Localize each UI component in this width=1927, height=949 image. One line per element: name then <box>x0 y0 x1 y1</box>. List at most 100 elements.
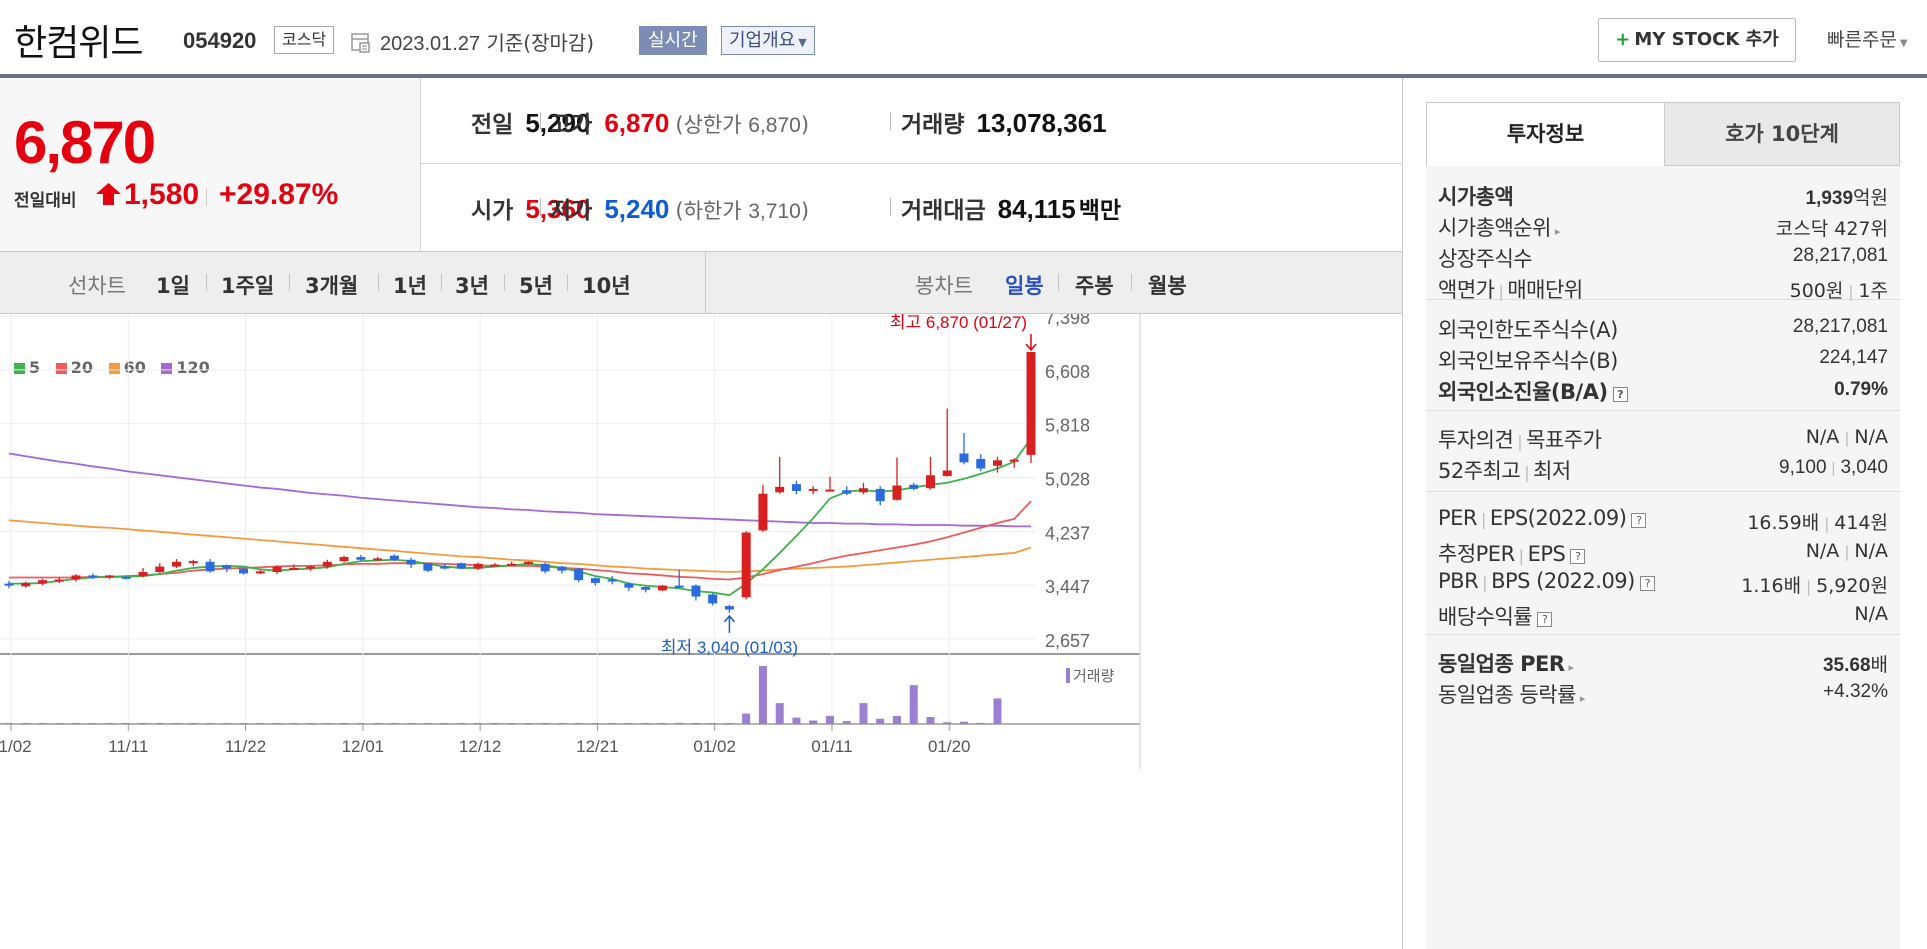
period-10y[interactable]: 10년 <box>582 274 631 298</box>
candle-body <box>138 572 148 577</box>
candle-body <box>440 566 450 569</box>
period-3m[interactable]: 3개월 <box>305 274 359 298</box>
help-icon[interactable]: ? <box>1570 549 1586 564</box>
volume-bar <box>88 723 97 724</box>
volume-bar <box>306 723 315 724</box>
low-price: 저가 5,240 (하한가 3,710) <box>550 194 810 224</box>
volume-bar <box>574 723 583 724</box>
help-icon[interactable]: ? <box>1631 513 1647 528</box>
y-tick-label: 3,447 <box>1045 577 1090 597</box>
period-5y[interactable]: 5년 <box>519 274 553 298</box>
calendar-icon <box>351 33 370 53</box>
candle-body <box>456 563 466 569</box>
high-annotation: 최고 6,870 (01/27) <box>890 314 1027 332</box>
candle-body <box>976 458 986 469</box>
help-icon[interactable]: ? <box>1537 612 1553 627</box>
company-overview-dropdown[interactable]: 기업개요 ▼ <box>721 26 815 55</box>
add-mystock-button[interactable]: + MY STOCK 추가 <box>1598 18 1796 62</box>
period-1d[interactable]: 1일 <box>156 274 190 298</box>
section-opinion: 투자의견 | 목표주가 N/A | N/A 52주최고 | 최저 9,100 | 3,040 <box>1426 412 1900 492</box>
chevron-down-icon: ▼ <box>798 36 807 49</box>
row-pbr-bps: PBR | BPS (2022.09)? 1.16배 | 5,920원 <box>1438 569 1888 597</box>
help-icon[interactable]: ? <box>1612 387 1628 402</box>
tab-invest-info[interactable]: 투자정보 <box>1426 102 1665 166</box>
tab-orderbook[interactable]: 호가 10단계 <box>1664 102 1900 166</box>
row-industry-rate[interactable]: 동일업종 등락률 ▸ +4.32% <box>1438 681 1888 707</box>
change-rate: +29.87% <box>219 178 339 211</box>
candle-body <box>54 579 64 582</box>
row-foreign-hold: 외국인보유주식수(B) 224,147 <box>1438 347 1888 373</box>
volume-bar <box>708 723 717 724</box>
row-industry-per[interactable]: 동일업종 PER ▸ 35.68배 <box>1438 652 1888 676</box>
candle-body <box>691 585 701 597</box>
open-price: 시가 5,360 <box>471 194 591 224</box>
volume-bar <box>809 720 818 724</box>
help-icon[interactable]: ? <box>1639 576 1655 591</box>
candle-body <box>708 594 718 604</box>
row-market-cap-rank[interactable]: 시가총액순위 ▸ 코스닥 427위 <box>1438 216 1888 240</box>
y-tick-label: 6,608 <box>1045 362 1090 382</box>
market-badge: 코스닥 <box>274 26 335 54</box>
candle-weekly[interactable]: 주봉 <box>1075 274 1114 298</box>
divider <box>441 274 442 291</box>
period-1w[interactable]: 1주일 <box>221 274 275 298</box>
stats-row: 시가 5,360 저가 5,240 (하한가 3,710) 거래대금 84,115 백만 <box>421 164 1402 250</box>
volume-bar <box>323 723 332 724</box>
candle-body <box>724 606 734 610</box>
candle-body <box>38 580 48 584</box>
candle-body <box>875 488 885 502</box>
volume-bar <box>340 723 349 724</box>
realtime-button[interactable]: 실시간 <box>639 26 707 55</box>
legend-swatch <box>108 363 120 374</box>
candlestick-chart[interactable]: 7,398 6,608 5,818 5,028 4,237 3,447 2,657 11/02… <box>0 314 1402 949</box>
volume-bar <box>474 723 483 724</box>
volume-bar <box>423 723 432 724</box>
candle-monthly[interactable]: 월봉 <box>1148 274 1187 298</box>
row-dividend: 배당수익률? N/A <box>1438 603 1888 629</box>
stock-code: 054920 <box>183 28 257 53</box>
candle-body <box>909 484 919 489</box>
volume-bar <box>524 723 533 724</box>
chevron-right-icon: ▸ <box>1568 661 1575 674</box>
price-chart-area: 5 20 60 120 7,398 6,608 5,818 5,028 4,237 3,4… <box>0 314 1402 949</box>
candle-body <box>624 583 634 588</box>
volume-bar <box>641 723 650 724</box>
period-3y[interactable]: 3년 <box>455 274 489 298</box>
candle-body <box>741 532 751 598</box>
candle-body <box>105 575 115 578</box>
candle-body <box>88 575 98 578</box>
chevron-down-icon: ▼ <box>1899 38 1908 49</box>
volume-bar <box>691 723 700 724</box>
candle-body <box>473 563 483 569</box>
legend-ma20: 20 <box>55 358 93 377</box>
section-foreign: 외국인한도주식수(A) 28,217,081 외국인보유주식수(B) 224,147… <box>1426 301 1900 411</box>
volume-bar <box>541 723 550 724</box>
quick-order-button[interactable]: 빠른주문 ▼ <box>1827 29 1908 51</box>
prev-close: 전일 5,290 <box>471 108 591 138</box>
legend-ma5: 5 <box>14 358 40 377</box>
volume-bar <box>390 723 399 724</box>
divider <box>540 198 541 216</box>
arrow-up-icon <box>723 614 736 633</box>
row-foreign-rate: 외국인소진율(B/A)? 0.79% <box>1438 379 1888 404</box>
divider <box>1131 274 1132 291</box>
period-1y[interactable]: 1년 <box>393 274 427 298</box>
candle-body <box>540 563 550 572</box>
divider <box>567 274 568 291</box>
volume-bar <box>742 713 751 724</box>
volume-bar <box>407 723 416 724</box>
up-arrow-icon <box>96 183 121 205</box>
volume-bar <box>658 723 667 724</box>
candle-body <box>322 561 332 567</box>
volume-bar <box>842 721 851 724</box>
volume-bar <box>155 723 164 724</box>
candle-daily[interactable]: 일봉 <box>1005 274 1044 298</box>
volume-bar <box>993 698 1002 724</box>
candle-body <box>825 489 835 492</box>
candle-body <box>4 583 14 586</box>
row-52week: 52주최고 | 최저 9,100 | 3,040 <box>1438 457 1888 483</box>
current-price-panel: 6,870 전일대비 1,580 +29.87% <box>0 78 421 251</box>
volume-legend-swatch <box>1066 668 1070 683</box>
ma120-line <box>8 452 1031 528</box>
candle-body <box>239 568 249 574</box>
